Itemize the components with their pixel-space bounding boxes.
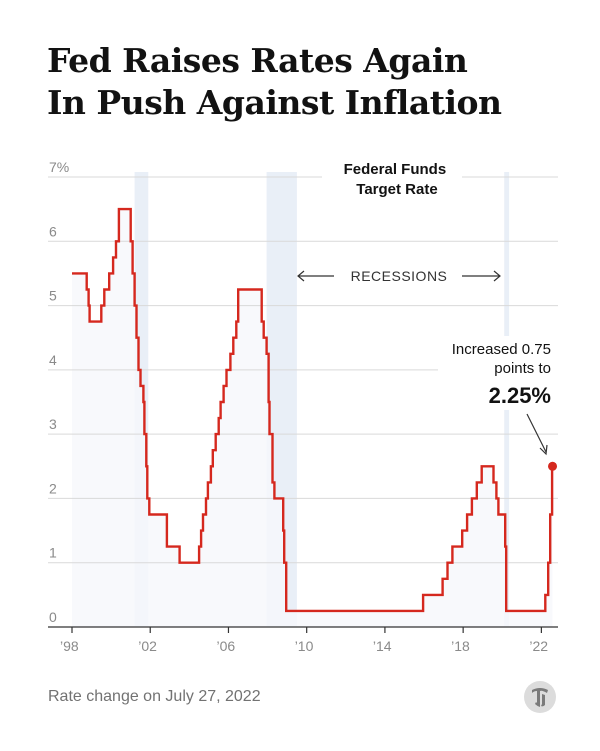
rate-chart: 7% 6 5 4 3 2 1 0 ’98 ’02 ’06 ’10 ’14 ’18 ’22 Federal …: [48, 155, 558, 654]
rate-step-line: [72, 207, 554, 613]
current-rate-point: [548, 461, 558, 471]
y-tick-label-2: 2: [49, 480, 57, 496]
chart-title-line-2: Target Rate: [356, 181, 437, 198]
source-note: Rate change on July 27, 2022: [48, 688, 261, 705]
x-tick-label-2014: ’14: [373, 638, 392, 654]
nyt-t-logo-icon: [524, 681, 556, 713]
annotation-arrowhead-icon: [539, 444, 548, 456]
y-tick-labels: 7% 6 5 4 3 2 1 0: [49, 159, 69, 625]
recessions-backdrop: [300, 261, 500, 289]
title-backdrop: [322, 155, 462, 203]
chart-labels: Federal Funds Target Rate RECESSIONS Inc…: [297, 155, 558, 456]
rate-area: [72, 209, 553, 627]
annotation-value: 2.25%: [489, 383, 551, 408]
headline: Fed Raises Rates Again In Push Against I…: [47, 40, 502, 124]
x-tick-label-2006: ’06: [216, 638, 235, 654]
y-tick-label-1: 1: [49, 545, 57, 561]
recessions-right-arrowhead-icon: [493, 270, 501, 282]
y-tick-label-3: 3: [49, 416, 57, 432]
headline-line-2: In Push Against Inflation: [47, 83, 502, 122]
y-tick-label-0: 0: [49, 609, 57, 625]
chart-title-line-1: Federal Funds: [344, 161, 447, 178]
x-tick-label-2018: ’18: [451, 638, 470, 654]
y-tick-label-4: 4: [49, 352, 57, 368]
recessions-left-arrowhead-icon: [297, 270, 305, 282]
annotation-arrow-icon: [526, 413, 547, 453]
headline-line-1: Fed Raises Rates Again: [47, 41, 468, 80]
annotation-backdrop: [438, 336, 558, 410]
x-tick-label-1998: ’98: [60, 638, 79, 654]
y-tick-label-5: 5: [49, 288, 57, 304]
chart-title: Federal Funds Target Rate: [344, 161, 451, 198]
rate-line: [72, 207, 558, 613]
rate-area-fill: [72, 209, 553, 627]
y-tick-label-6: 6: [49, 223, 57, 239]
y-tick-label-7: 7%: [49, 159, 69, 175]
x-tick-label-2010: ’10: [295, 638, 314, 654]
recessions-label: RECESSIONS: [351, 268, 448, 284]
x-axis: ’98 ’02 ’06 ’10 ’14 ’18 ’22: [48, 626, 558, 654]
annotation-line-2: points to: [494, 360, 551, 377]
annotation-line-1: Increased 0.75: [452, 341, 551, 358]
x-tick-label-2022: ’22: [529, 638, 548, 654]
x-tick-label-2002: ’02: [138, 638, 157, 654]
